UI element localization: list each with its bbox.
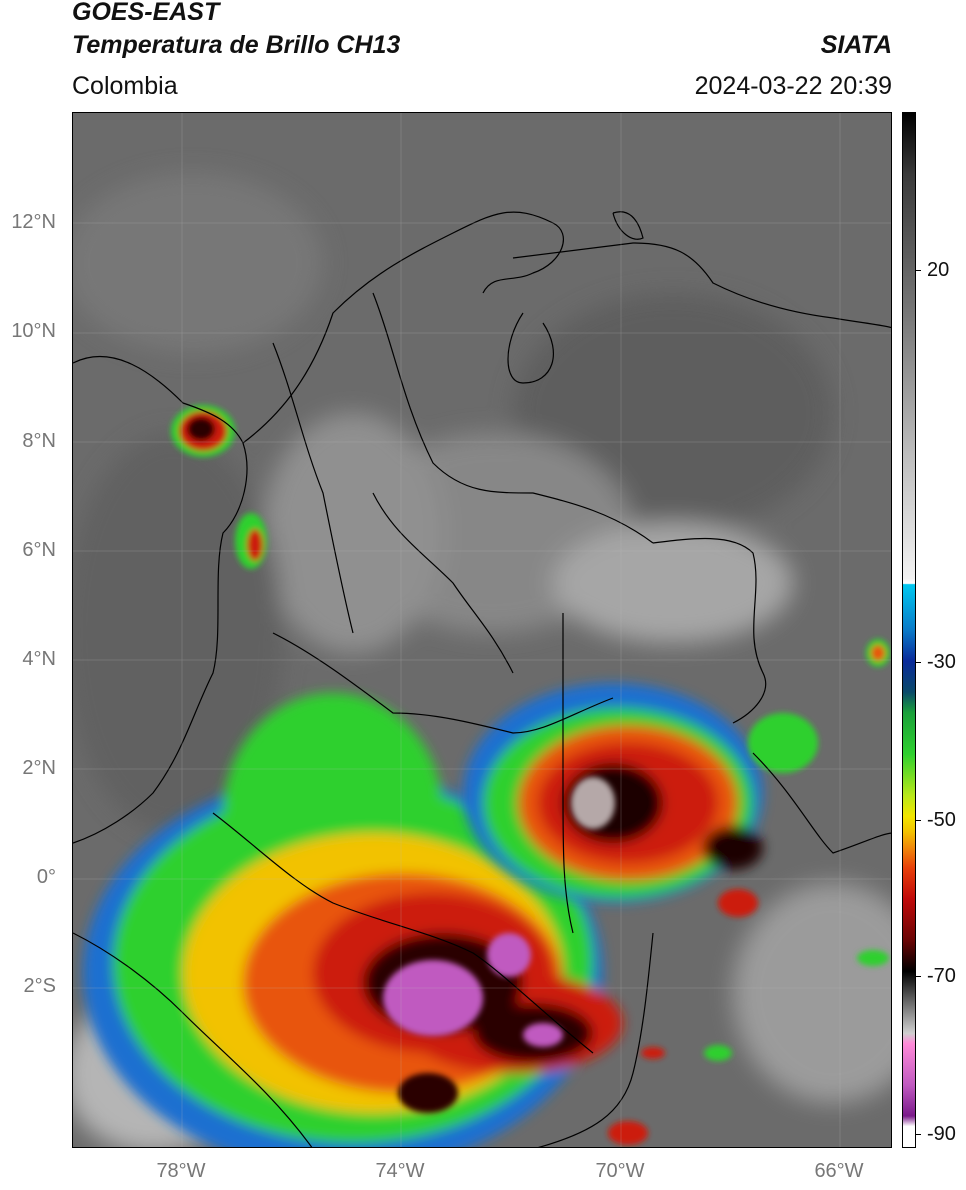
lon-label-70w: 70°W [595,1160,645,1182]
colorbar-label-neg50: -50 [927,809,956,831]
temperature-colorbar [902,112,916,1148]
colorbar-tick-neg70 [916,976,921,977]
colorbar-label-20: 20 [927,259,950,281]
colorbar-tick-neg90 [916,1134,921,1135]
lon-label-66w: 66°W [814,1160,864,1182]
lat-label-6n: 6°N [22,539,56,561]
colorbar-tick-20 [916,270,921,271]
map-imagery [73,113,891,1147]
lat-label-12n: 12°N [11,211,56,233]
lat-label-2s: 2°S [23,975,56,997]
lat-label-4n: 4°N [22,648,56,670]
datetime-label: 2024-03-22 20:39 [694,72,892,100]
product-title: Temperatura de Brillo CH13 [72,31,401,59]
lat-label-10n: 10°N [11,320,56,342]
lat-label-8n: 8°N [22,430,56,452]
colorbar-tick-neg30 [916,662,921,663]
organization-label: SIATA [820,31,892,59]
lat-label-0: 0° [36,866,56,888]
colorbar-label-neg90: -90 [927,1123,956,1145]
colorbar-label-neg70: -70 [927,965,956,987]
lon-label-74w: 74°W [375,1160,425,1182]
colorbar-label-neg30: -30 [927,651,956,673]
lat-label-2n: 2°N [22,757,56,779]
satellite-map[interactable] [72,112,892,1148]
colorbar-tick-neg50 [916,820,921,821]
lon-label-78w: 78°W [156,1160,206,1182]
region-label: Colombia [72,72,178,100]
satellite-title: GOES-EAST [72,0,220,26]
